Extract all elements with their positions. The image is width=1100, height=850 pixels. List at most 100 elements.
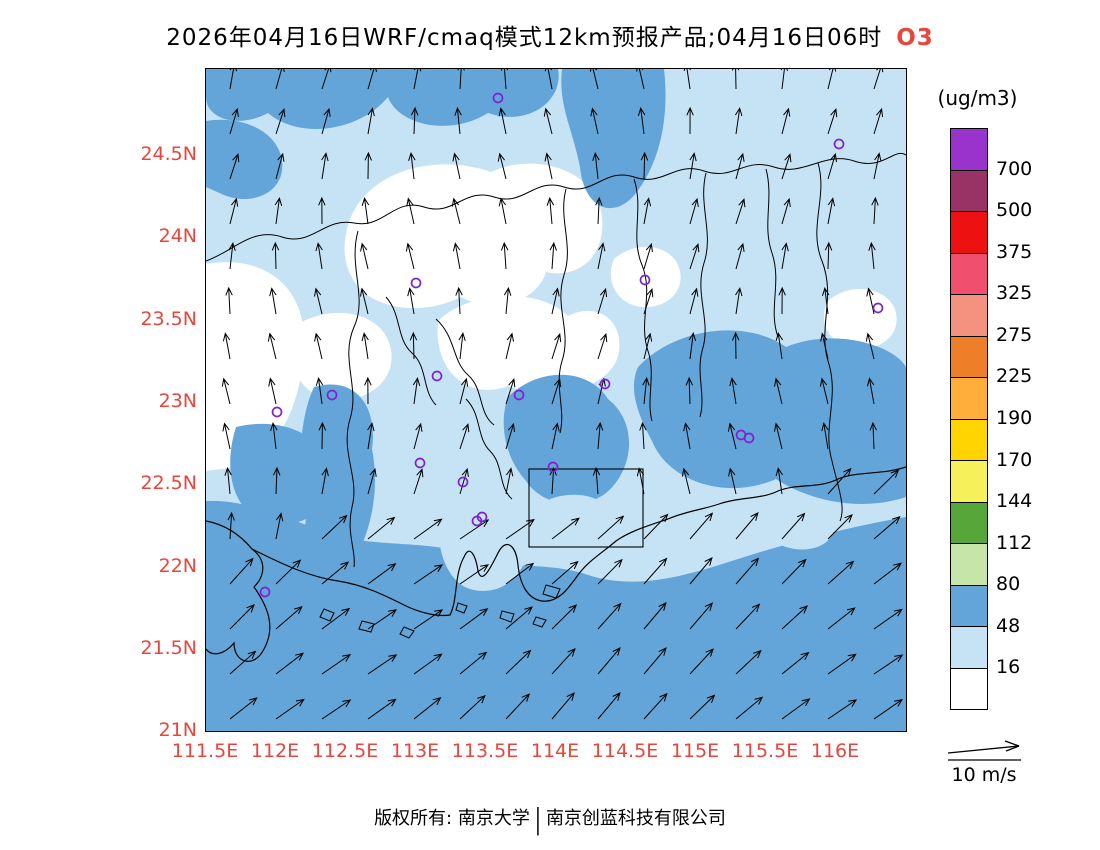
wind-arrow — [643, 692, 668, 720]
company-name: 南京创蓝科技有限公司 — [545, 808, 726, 829]
wind-arrow — [551, 517, 580, 540]
page-title: 2026年04月16日WRF/cmaq模式12km预报产品;04月16日06时 O… — [0, 18, 1100, 52]
wind-arrow — [689, 152, 697, 180]
x-tick-label: 114E — [530, 740, 580, 762]
wind-arrow — [413, 468, 424, 495]
wind-arrow — [452, 152, 461, 180]
x-tick-label: 113.5E — [451, 740, 519, 762]
wind-arrow — [683, 69, 691, 90]
wind-arrow — [643, 557, 668, 585]
wind-arrow — [827, 607, 856, 630]
colorbar-box — [950, 626, 988, 669]
x-tick-label: 114.5E — [591, 740, 659, 762]
wind-arrow — [873, 562, 902, 585]
colorbar-label: 225 — [996, 365, 1033, 388]
city-marker — [259, 586, 271, 598]
wind-arrow — [275, 512, 284, 540]
map-area — [205, 68, 907, 732]
wind-arrow — [824, 241, 833, 270]
wind-arrow — [410, 106, 419, 135]
x-tick-label: 112E — [250, 740, 300, 762]
wind-arrow — [636, 467, 645, 495]
colorbar-box — [950, 584, 988, 627]
wind-arrow — [774, 377, 783, 405]
wind-arrow — [735, 649, 762, 675]
wind-arrow — [592, 466, 601, 495]
wind-arrow — [735, 242, 745, 270]
city-marker — [599, 378, 611, 390]
wind-arrow — [498, 197, 507, 225]
city-marker — [326, 389, 338, 401]
title-text: 2026年04月16日WRF/cmaq模式12km预报产品;04月16日06时 — [166, 25, 883, 51]
colorbar-label: 700 — [996, 157, 1033, 180]
wind-arrow — [683, 422, 691, 450]
colorbar-label: 48 — [996, 614, 1021, 637]
boundary-line — [633, 178, 653, 422]
wind-arrow — [595, 421, 604, 450]
wind-arrow — [498, 107, 507, 135]
wind-arrow — [275, 152, 285, 180]
copyright-owner: 版权所有: 南京大学 — [374, 808, 530, 829]
wind-arrow — [820, 332, 829, 360]
wind-arrow — [597, 692, 621, 720]
wind-arrow — [827, 699, 858, 720]
o3-contour-region — [437, 295, 620, 393]
wind-arrows — [221, 69, 904, 720]
wind-arrow — [780, 69, 788, 90]
wind-arrow — [275, 69, 285, 90]
wind-arrow — [781, 605, 809, 630]
wind-arrow — [827, 197, 836, 225]
wind-arrow — [503, 286, 512, 315]
wind-arrow — [505, 518, 535, 540]
wind-arrow — [775, 332, 784, 360]
wind-arrow — [729, 377, 737, 405]
wind-arrow — [315, 376, 324, 405]
wind-arrow — [321, 607, 351, 630]
colorbar-box — [950, 667, 988, 710]
coastline-main — [251, 466, 906, 617]
wind-arrow — [821, 422, 829, 450]
wind-arrow — [413, 609, 444, 630]
wind-arrow — [732, 331, 740, 360]
wind-arrow — [413, 564, 444, 585]
wind-arrow — [229, 557, 254, 585]
wind-arrow — [367, 563, 397, 585]
wind-arrow — [269, 287, 277, 315]
wind-arrow — [413, 422, 423, 450]
wind-arrow — [321, 654, 352, 675]
region-inset-box — [528, 468, 644, 548]
wind-arrow — [781, 197, 791, 225]
colorbar-box — [950, 128, 988, 171]
wind-arrow — [595, 196, 603, 225]
o3-contour-region — [561, 69, 666, 209]
wind-arrow — [735, 603, 761, 630]
wind-arrow — [592, 151, 600, 180]
wind-arrow — [321, 561, 350, 585]
wind-arrow — [551, 378, 562, 405]
x-tick-label: 115E — [670, 740, 720, 762]
island — [499, 610, 515, 623]
wind-arrow — [321, 699, 352, 720]
wind-arrow — [727, 422, 737, 450]
wind-arrow — [457, 69, 465, 90]
wind-arrow — [227, 511, 235, 540]
wind-arrow — [551, 287, 560, 315]
wind-arrow — [459, 467, 469, 495]
wind-arrow — [689, 694, 716, 720]
wind-arrow — [590, 107, 599, 135]
colorbar-box — [950, 460, 988, 503]
wind-arrow — [551, 647, 576, 675]
island — [532, 616, 547, 628]
wind-arrow — [689, 243, 700, 270]
wind-arrow — [221, 377, 231, 405]
o3-contour-region — [763, 498, 835, 550]
wind-arrow — [364, 376, 372, 405]
colorbar-box — [950, 501, 988, 544]
o3-contour-region — [438, 496, 528, 591]
wind-arrow — [274, 196, 283, 225]
wind-arrow — [551, 692, 575, 720]
wind-arrow — [781, 242, 789, 270]
wind-arrow — [454, 106, 462, 135]
wind-arrow — [360, 287, 369, 315]
wind-arrow — [640, 151, 649, 180]
